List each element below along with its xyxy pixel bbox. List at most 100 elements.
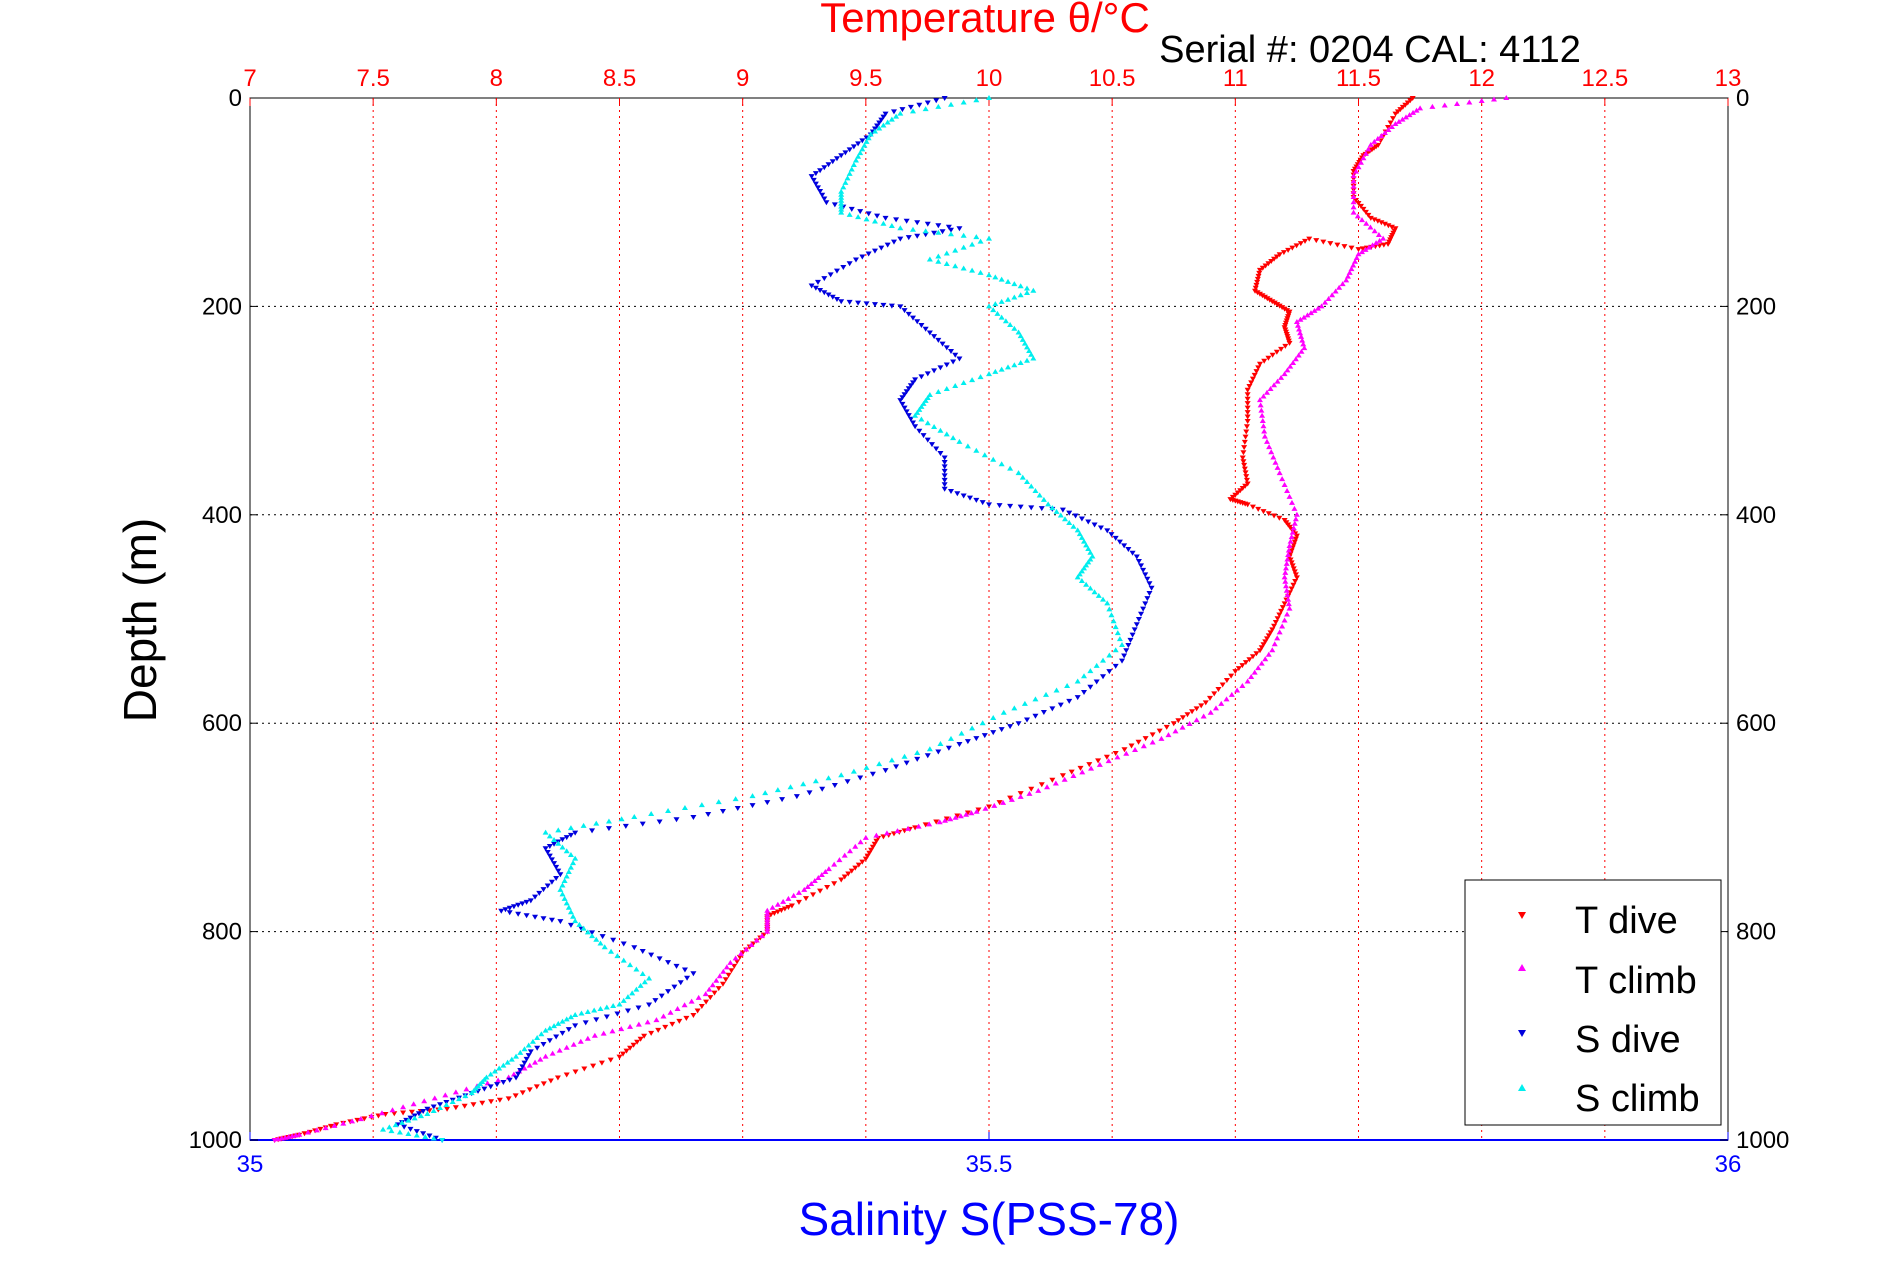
data-point-s-dive xyxy=(1131,627,1138,633)
legend-marker-t-climb xyxy=(1518,964,1526,971)
data-point-t-climb xyxy=(644,1019,651,1025)
data-point-s-dive xyxy=(565,1027,572,1033)
data-point-t-dive xyxy=(703,999,710,1005)
data-point-t-climb xyxy=(368,1113,375,1119)
data-point-s-climb xyxy=(1078,568,1085,574)
data-point-t-dive xyxy=(563,1072,570,1078)
data-point-t-climb xyxy=(1044,784,1051,790)
data-point-s-climb xyxy=(555,840,562,846)
data-point-t-climb xyxy=(660,1013,667,1019)
data-point-s-climb xyxy=(396,1129,403,1135)
data-point-t-climb xyxy=(1285,551,1292,557)
data-point-s-climb xyxy=(888,223,895,229)
data-point-t-climb xyxy=(1262,656,1269,662)
data-point-t-dive xyxy=(505,1096,512,1102)
data-point-t-climb xyxy=(753,937,760,943)
data-point-t-dive xyxy=(1290,566,1297,572)
data-point-t-climb xyxy=(723,964,730,970)
data-point-s-climb xyxy=(914,749,921,755)
data-point-s-dive xyxy=(567,922,574,928)
data-point-s-climb xyxy=(551,1023,558,1029)
data-point-t-dive xyxy=(470,1102,477,1108)
data-point-t-climb xyxy=(1261,433,1268,439)
data-point-s-dive xyxy=(567,832,574,838)
data-point-s-climb xyxy=(850,768,857,774)
data-point-s-climb xyxy=(926,391,933,397)
data-point-s-dive xyxy=(506,905,513,911)
data-point-t-dive xyxy=(1103,754,1110,760)
data-point-t-climb xyxy=(1000,799,1007,805)
data-point-t-dive xyxy=(1297,241,1304,247)
data-point-t-climb xyxy=(1410,109,1417,115)
data-point-t-climb xyxy=(1322,299,1329,305)
data-point-s-dive xyxy=(931,230,938,236)
data-point-t-dive xyxy=(767,912,774,918)
data-point-t-dive xyxy=(1392,111,1399,117)
data-point-s-climb xyxy=(838,203,845,209)
data-point-s-dive xyxy=(559,837,566,843)
data-point-t-dive xyxy=(694,1008,701,1014)
data-point-s-dive xyxy=(498,908,505,914)
data-point-s-climb xyxy=(956,438,963,444)
data-point-s-dive xyxy=(1007,503,1014,509)
data-point-s-climb xyxy=(1119,642,1126,648)
data-point-t-climb xyxy=(1276,629,1283,635)
data-point-s-climb xyxy=(386,1124,393,1130)
data-point-t-climb xyxy=(1315,305,1322,311)
data-point-s-climb xyxy=(840,184,847,190)
data-point-s-climb xyxy=(715,799,722,805)
data-point-s-dive xyxy=(1072,513,1079,519)
data-point-s-dive xyxy=(1127,637,1134,643)
data-point-t-climb xyxy=(1365,146,1372,152)
data-point-t-dive xyxy=(1264,296,1271,302)
data-point-t-dive xyxy=(1365,212,1372,218)
data-point-t-dive xyxy=(1292,579,1299,585)
data-point-s-climb xyxy=(876,761,883,767)
data-point-s-dive xyxy=(960,493,967,499)
data-point-s-dive xyxy=(690,814,697,820)
data-point-t-dive xyxy=(1306,236,1313,242)
data-point-t-dive xyxy=(1244,410,1251,416)
data-point-t-climb xyxy=(1367,224,1374,230)
data-point-s-climb xyxy=(926,746,933,752)
data-point-s-dive xyxy=(933,98,940,104)
data-point-t-climb xyxy=(305,1129,312,1135)
data-point-t-climb xyxy=(275,1136,282,1142)
data-point-s-climb xyxy=(888,116,895,122)
data-point-t-climb xyxy=(1287,538,1294,544)
data-point-t-dive xyxy=(1244,419,1251,425)
data-point-s-dive xyxy=(544,883,551,889)
data-point-s-dive xyxy=(821,196,828,202)
data-point-s-dive xyxy=(1112,663,1119,669)
data-point-s-climb xyxy=(994,310,1001,316)
data-point-s-climb xyxy=(922,397,929,403)
data-point-s-climb xyxy=(1112,647,1119,653)
data-point-t-dive xyxy=(547,1078,554,1084)
data-point-t-dive xyxy=(731,963,738,969)
data-point-s-climb xyxy=(884,119,891,125)
data-point-t-dive xyxy=(803,896,810,902)
data-point-t-climb xyxy=(1284,556,1291,562)
data-point-s-dive xyxy=(1015,721,1022,727)
data-point-s-climb xyxy=(1066,519,1073,525)
data-point-s-dive xyxy=(1135,558,1142,564)
data-point-s-climb xyxy=(973,234,980,240)
data-point-t-dive xyxy=(1265,511,1272,517)
data-point-s-climb xyxy=(1087,585,1094,591)
data-point-t-dive xyxy=(1290,582,1297,588)
data-point-s-climb xyxy=(876,125,883,131)
data-point-s-dive xyxy=(817,288,824,294)
data-point-s-dive xyxy=(941,468,948,474)
data-point-t-climb xyxy=(1285,601,1292,607)
data-point-t-dive xyxy=(554,1075,561,1081)
data-point-t-dive xyxy=(1252,285,1259,291)
data-point-s-dive xyxy=(941,473,948,479)
data-point-s-climb xyxy=(943,386,950,392)
data-point-s-dive xyxy=(437,1102,444,1108)
data-point-s-dive xyxy=(903,760,910,766)
data-point-t-dive xyxy=(1261,294,1268,300)
data-point-t-climb xyxy=(688,998,695,1004)
data-point-t-dive xyxy=(1269,352,1276,358)
data-point-s-climb xyxy=(863,138,870,144)
data-point-t-climb xyxy=(883,830,890,836)
